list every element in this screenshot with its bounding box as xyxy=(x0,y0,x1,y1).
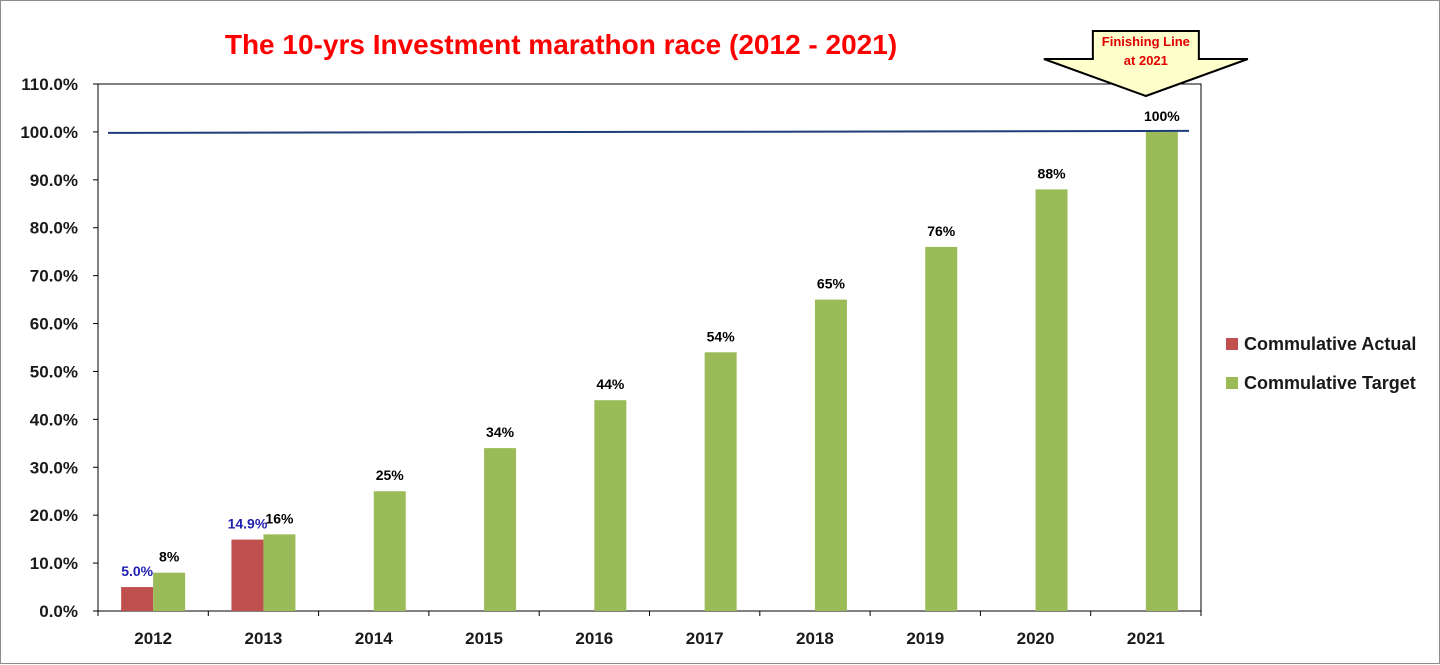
y-tick-label: 100.0% xyxy=(20,123,78,142)
bar-actual xyxy=(121,587,154,611)
x-tick-label: 2014 xyxy=(355,629,393,648)
axes: 0.0% 10.0% 20.0% 30.0% 40.0% 50.0% 60.0% 70.0% 8… xyxy=(20,75,1202,648)
data-label-target: 65% xyxy=(817,276,846,292)
bar-target xyxy=(373,491,406,611)
bar-target xyxy=(1035,189,1068,611)
data-label-target: 25% xyxy=(376,467,405,483)
x-tick-label: 2015 xyxy=(465,629,503,648)
y-tick-label: 0.0% xyxy=(39,602,78,621)
y-tick-label: 20.0% xyxy=(30,506,78,525)
x-tick-label: 2019 xyxy=(906,629,944,648)
legend-item-target: Commulative Target xyxy=(1226,371,1416,395)
y-tick-label: 80.0% xyxy=(30,219,78,238)
y-tick-label: 30.0% xyxy=(30,458,78,477)
data-label-target: 54% xyxy=(707,328,736,344)
y-tick-label: 50.0% xyxy=(30,362,78,381)
data-label-target: 88% xyxy=(1038,165,1067,181)
bar-target xyxy=(594,400,627,611)
data-label-target: 100% xyxy=(1144,108,1180,124)
y-tick-label: 70.0% xyxy=(30,267,78,286)
bars xyxy=(121,131,1178,611)
data-label-target: 8% xyxy=(159,549,180,565)
callout-text: Finishing Line xyxy=(1102,34,1190,49)
bar-actual xyxy=(231,539,264,611)
data-label-target: 76% xyxy=(927,223,956,239)
bar-target xyxy=(704,352,737,611)
data-label-actual: 14.9% xyxy=(228,516,268,532)
bar-target xyxy=(263,534,296,611)
data-label-target: 34% xyxy=(486,424,515,440)
data-label-target: 16% xyxy=(265,510,294,526)
target-line xyxy=(107,129,1190,134)
x-tick-label: 2021 xyxy=(1127,629,1165,648)
down-arrow-icon xyxy=(1043,30,1249,98)
x-tick-label: 2020 xyxy=(1017,629,1055,648)
y-tick-label: 60.0% xyxy=(30,315,78,334)
bar-target xyxy=(814,299,847,611)
legend-swatch-actual xyxy=(1226,338,1238,350)
y-tick-label: 110.0% xyxy=(21,75,78,94)
x-tick-label: 2012 xyxy=(134,629,172,648)
bar-target xyxy=(1145,131,1178,611)
target-line-group xyxy=(101,124,1196,139)
chart-title: The 10-yrs Investment marathon race (201… xyxy=(224,29,898,60)
x-tick-label: 2017 xyxy=(686,629,724,648)
y-tick-label: 40.0% xyxy=(30,410,78,429)
y-tick-label: 10.0% xyxy=(30,554,78,573)
legend-item-actual: Commulative Actual xyxy=(1226,332,1416,356)
callout-text: at 2021 xyxy=(1124,53,1168,68)
data-labels: 5.0% 8% 14.9%16% 25% 34% 44% 54% 65% 76% 88% 100% xyxy=(121,108,1180,579)
legend: Commulative Actual Commulative Target xyxy=(1226,332,1416,410)
x-tick-label: 2016 xyxy=(575,629,613,648)
x-tick-label: 2018 xyxy=(796,629,834,648)
data-label-actual: 5.0% xyxy=(121,563,153,579)
bar-target xyxy=(484,448,517,611)
legend-swatch-target xyxy=(1226,377,1238,389)
legend-label-actual: Commulative Actual xyxy=(1244,333,1417,354)
x-tick-label: 2013 xyxy=(245,629,283,648)
finishing-line-callout: Finishing Line at 2021 xyxy=(1043,30,1249,98)
legend-label-target: Commulative Target xyxy=(1244,372,1416,393)
data-label-target: 44% xyxy=(596,376,625,392)
y-tick-label: 90.0% xyxy=(30,171,78,190)
bar-target xyxy=(925,246,958,611)
bar-target xyxy=(153,572,186,611)
